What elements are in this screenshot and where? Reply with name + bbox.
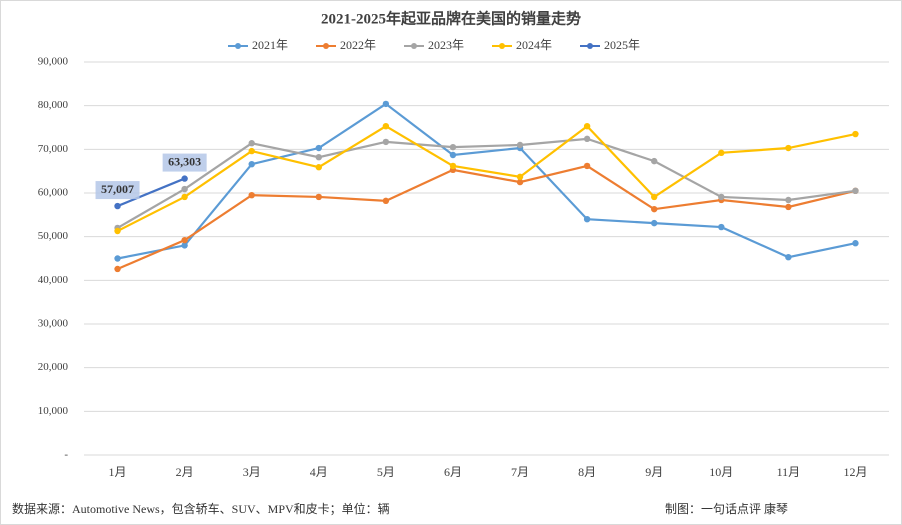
data-point [852, 130, 859, 138]
data-point [315, 164, 322, 171]
x-tick-label: 11月 [777, 465, 801, 479]
data-point [114, 255, 121, 262]
data-point [114, 227, 121, 235]
data-point [181, 236, 188, 244]
data-point [181, 185, 188, 193]
x-tick-label: 9月 [645, 465, 663, 479]
value-label: 57,007 [101, 182, 134, 196]
data-point [248, 160, 255, 168]
value-label-bg [162, 153, 207, 172]
data-point [852, 187, 859, 195]
data-point [114, 265, 121, 273]
data-point [181, 242, 188, 249]
y-tick-label: 80,000 [38, 99, 69, 111]
data-point [382, 197, 390, 205]
data-point [248, 191, 255, 199]
x-tick-label: 1月 [109, 465, 127, 479]
x-tick-label: 8月 [578, 465, 596, 479]
x-tick-label: 7月 [511, 465, 529, 479]
x-tick-label: 12月 [843, 465, 867, 479]
data-point [785, 144, 792, 152]
data-point [785, 203, 792, 211]
data-point [583, 216, 591, 223]
data-point [852, 240, 859, 247]
y-tick-label: - [64, 449, 68, 461]
data-point [248, 140, 255, 147]
legend-label: 2022年 [340, 38, 376, 52]
series-line [117, 102, 856, 260]
y-tick-label: 60,000 [38, 187, 69, 199]
data-point [651, 193, 658, 201]
x-tick-label: 6月 [444, 465, 462, 479]
data-point [651, 219, 658, 227]
legend-label: 2021年 [252, 38, 288, 52]
series-line [117, 177, 186, 208]
data-point [516, 141, 524, 149]
data-point [181, 193, 188, 201]
legend-label: 2024年 [516, 38, 552, 52]
data-point [449, 151, 457, 159]
x-tick-label: 5月 [377, 465, 395, 479]
series-line [116, 137, 856, 229]
legend-marker [499, 43, 505, 49]
data-point [315, 153, 322, 161]
data-point [583, 135, 591, 143]
data-point [651, 157, 658, 165]
legend-marker [411, 43, 417, 49]
x-tick-label: 2月 [176, 465, 194, 479]
y-tick-label: 30,000 [38, 318, 69, 330]
value-label: 63,303 [168, 154, 201, 168]
data-point [718, 223, 725, 231]
data-point [382, 138, 390, 146]
data-point [449, 162, 457, 170]
data-point [516, 178, 524, 186]
x-tick-label: 10月 [709, 465, 733, 479]
source-note: 数据来源：Automotive News，包含轿车、SUV、MPV和皮卡；单位：… [12, 501, 390, 516]
x-tick-label: 3月 [243, 465, 261, 479]
legend-marker [587, 43, 593, 49]
data-point [651, 205, 658, 213]
legend-label: 2025年 [604, 38, 640, 52]
value-label-bg [95, 181, 140, 200]
series-line [117, 164, 856, 270]
data-point [449, 143, 457, 151]
data-point [785, 196, 792, 204]
data-point [516, 173, 524, 181]
y-tick-label: 10,000 [38, 405, 69, 417]
data-point [718, 193, 725, 201]
y-tick-label: 70,000 [38, 143, 69, 155]
data-point [181, 175, 188, 182]
data-point [785, 253, 792, 261]
data-point [315, 144, 322, 152]
data-point [248, 147, 255, 155]
credit-note: 制图：一句话点评 康琴 [665, 501, 788, 516]
x-tick-label: 4月 [310, 465, 328, 479]
data-point [114, 202, 121, 210]
chart-title: 2021-2025年起亚品牌在美国的销量走势 [321, 9, 581, 27]
legend-marker [323, 43, 329, 49]
data-point [382, 100, 390, 108]
data-point [315, 193, 322, 201]
y-tick-label: 20,000 [38, 361, 69, 373]
data-point [382, 122, 390, 130]
legend-label: 2023年 [428, 38, 464, 52]
series-line [117, 124, 856, 232]
legend-marker [235, 43, 241, 49]
y-tick-label: 50,000 [38, 230, 69, 242]
data-point [583, 122, 591, 130]
y-tick-label: 40,000 [38, 274, 69, 286]
data-point [583, 162, 591, 170]
y-tick-label: 90,000 [38, 56, 69, 68]
data-point [718, 149, 725, 157]
